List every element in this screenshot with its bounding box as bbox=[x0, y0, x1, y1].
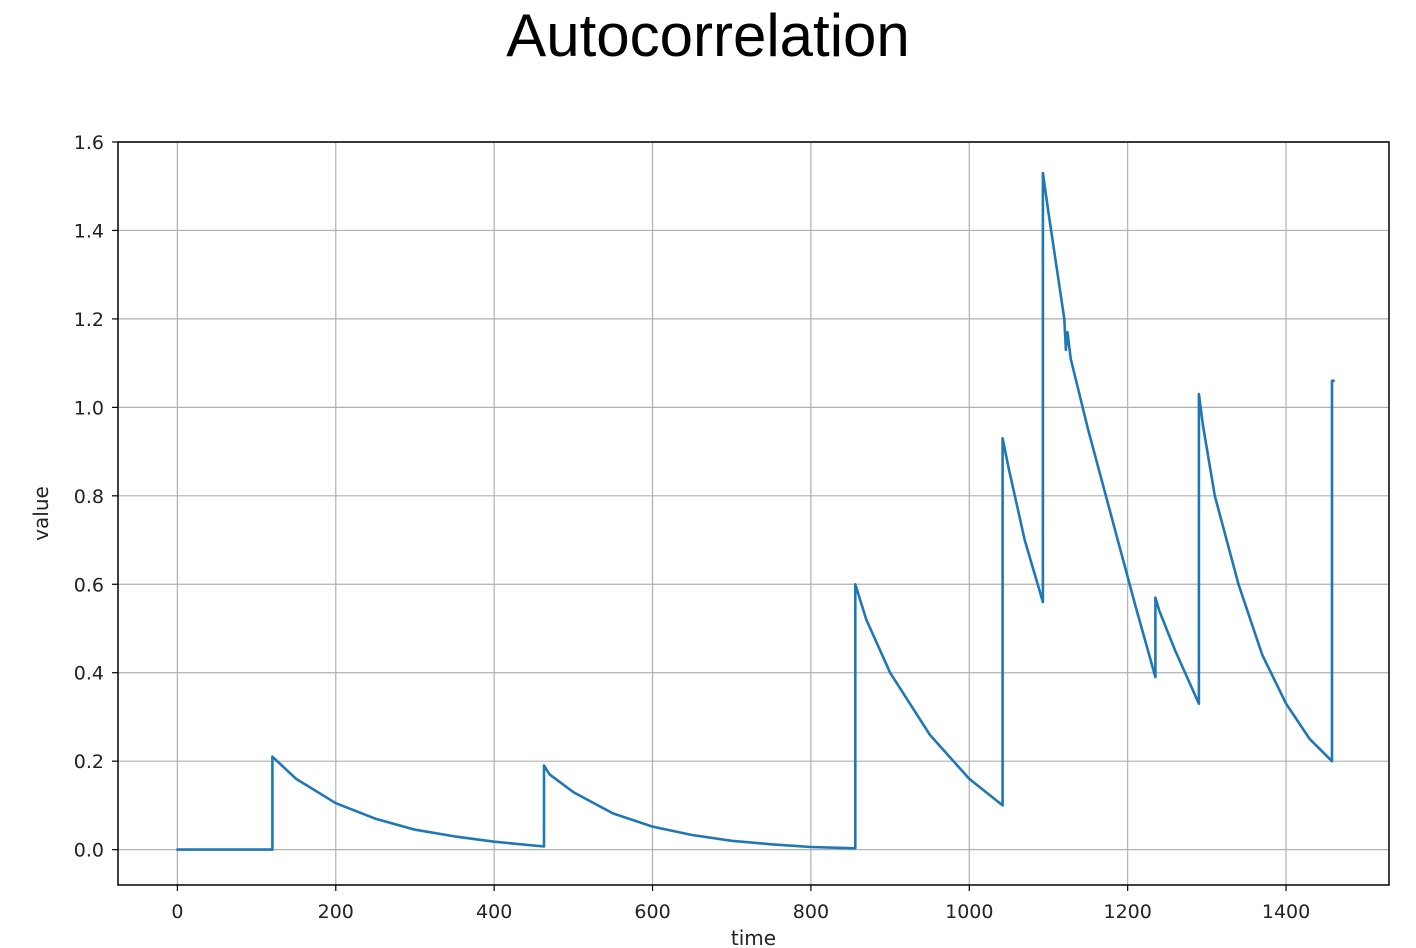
series-lines bbox=[176, 171, 1335, 851]
y-tick-label: 0.6 bbox=[74, 574, 104, 596]
chart-title: Autocorrelation bbox=[506, 2, 910, 69]
x-tick-label: 600 bbox=[634, 901, 670, 923]
x-tick-label: 1200 bbox=[1103, 901, 1151, 923]
x-tick-label: 800 bbox=[793, 901, 829, 923]
y-tick-label: 0.0 bbox=[74, 840, 104, 862]
grid-lines bbox=[118, 141, 1389, 885]
x-tick-label: 1400 bbox=[1262, 901, 1310, 923]
y-tick-label: 0.2 bbox=[74, 751, 104, 773]
y-tick-label: 0.4 bbox=[74, 663, 104, 685]
x-tick-label: 1000 bbox=[945, 901, 993, 923]
y-tick-label: 0.8 bbox=[74, 486, 104, 508]
series-line-0 bbox=[176, 171, 1335, 851]
x-tick-label: 0 bbox=[171, 901, 183, 923]
x-tick-label: 200 bbox=[318, 901, 354, 923]
y-tick-label: 1.0 bbox=[74, 397, 104, 419]
x-axis-ticks: 0 200 400 600 800 1000 1200 1400 bbox=[171, 885, 1310, 923]
y-tick-label: 1.4 bbox=[74, 220, 104, 242]
y-axis-ticks: 0.0 0.2 0.4 0.6 0.8 1.0 1.2 1.4 1.6 bbox=[74, 132, 118, 862]
plot-frame bbox=[117, 141, 1390, 886]
y-tick-label: 1.2 bbox=[74, 309, 104, 331]
y-tick-label: 1.6 bbox=[74, 132, 104, 154]
y-axis-label: value bbox=[29, 486, 53, 541]
x-tick-label: 400 bbox=[476, 901, 512, 923]
x-axis-label: time bbox=[731, 926, 776, 948]
